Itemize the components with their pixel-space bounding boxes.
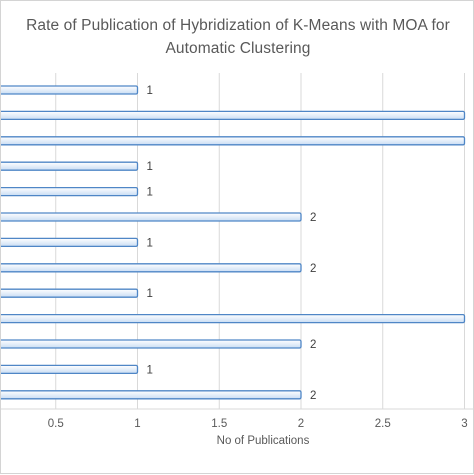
x-axis-ticks: 0.5 1 1.5 2 2.5 3 [48, 418, 468, 430]
x-tick-label: 2.5 [375, 418, 391, 430]
bar [1, 390, 302, 400]
x-tick-label: 1.5 [211, 418, 227, 430]
chart-title-line-2: Automatic Clustering [165, 40, 311, 57]
x-tick-label: 0.5 [48, 418, 64, 430]
data-label: 2 [310, 263, 316, 275]
data-label: 1 [147, 237, 153, 249]
bar [1, 288, 139, 298]
chart-title-line-1: Rate of Publication of Hybridization of … [26, 17, 450, 34]
data-label: 2 [310, 339, 316, 351]
data-label: 1 [147, 364, 153, 376]
x-tick-label: 2 [298, 418, 304, 430]
bar [1, 110, 466, 121]
data-label: 1 [147, 288, 153, 300]
bars [1, 85, 466, 400]
bar [1, 339, 302, 349]
data-label: 1 [147, 85, 153, 97]
bar [1, 212, 302, 222]
x-tick-label: 3 [461, 418, 467, 430]
bar [1, 263, 302, 273]
bar [1, 136, 466, 146]
bar [1, 161, 139, 171]
bar [1, 237, 139, 248]
data-label: 2 [310, 390, 316, 402]
bar [1, 364, 139, 375]
data-labels: 1 1 1 2 1 2 1 2 1 2 [147, 85, 317, 402]
bar [1, 186, 139, 197]
x-axis-title: No of Publications [217, 435, 310, 447]
data-label: 2 [310, 212, 316, 224]
x-tick-label: 1 [134, 418, 140, 430]
bar [1, 313, 466, 324]
gridlines [1, 73, 474, 410]
bar [1, 85, 139, 95]
data-label: 1 [147, 161, 153, 173]
data-label: 1 [147, 187, 153, 199]
